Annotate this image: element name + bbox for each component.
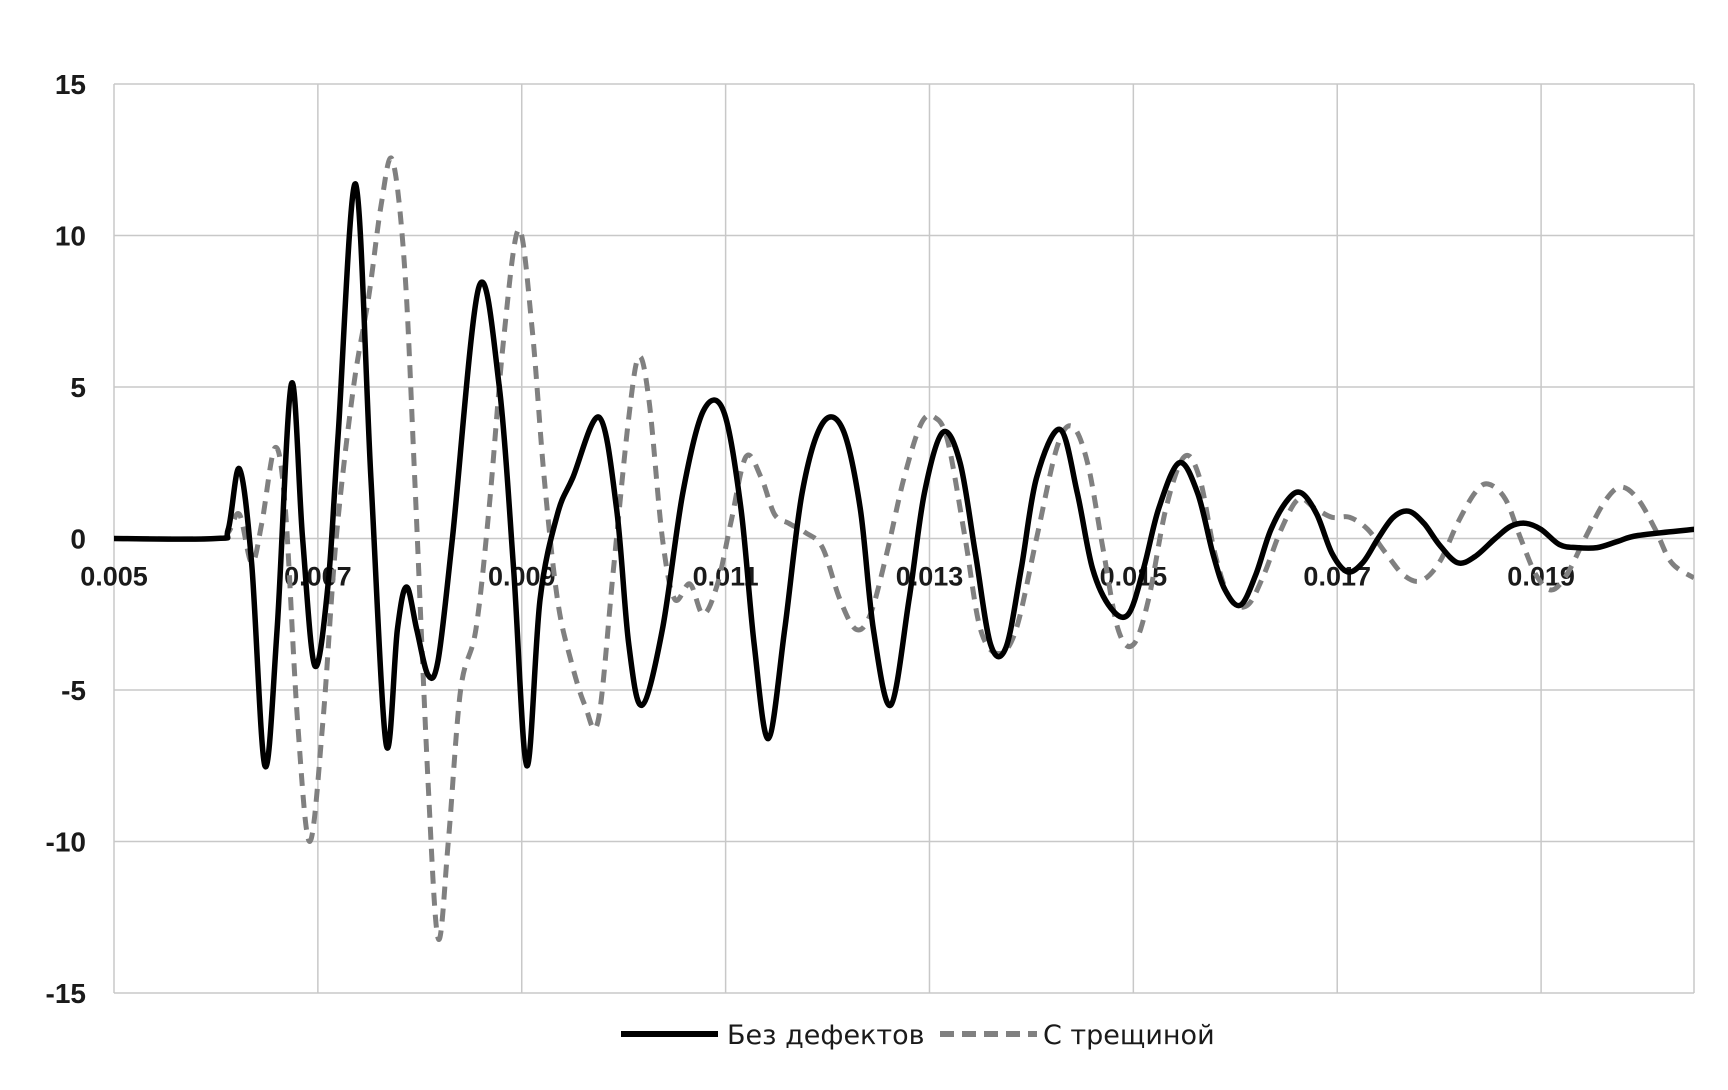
legend-label-series-2: С трещиной	[1043, 1020, 1215, 1051]
x-tick-label: 0.013	[896, 562, 964, 592]
y-tick-label: 0	[70, 524, 86, 555]
y-tick-label: -15	[46, 978, 86, 1009]
legend: Без дефектов С трещиной	[621, 1020, 1215, 1051]
legend-label-series-1: Без дефектов	[727, 1020, 925, 1051]
x-tick-label: 0.007	[284, 562, 352, 592]
x-tick-label: 0.019	[1507, 562, 1575, 592]
x-tick-label: 0.005	[80, 562, 148, 592]
series-lines	[114, 155, 1694, 942]
y-tick-label: 10	[55, 221, 86, 252]
y-axis-tick-labels: 15 10 5 0 -5 -10 -15	[46, 69, 86, 1009]
series-line-1	[114, 181, 1694, 770]
y-tick-label: -10	[46, 827, 86, 858]
y-tick-label: -5	[61, 675, 86, 706]
y-tick-label: 15	[55, 69, 86, 100]
y-tick-label: 5	[70, 372, 86, 403]
series-line-2	[114, 155, 1694, 942]
grid-lines	[113, 83, 1695, 994]
